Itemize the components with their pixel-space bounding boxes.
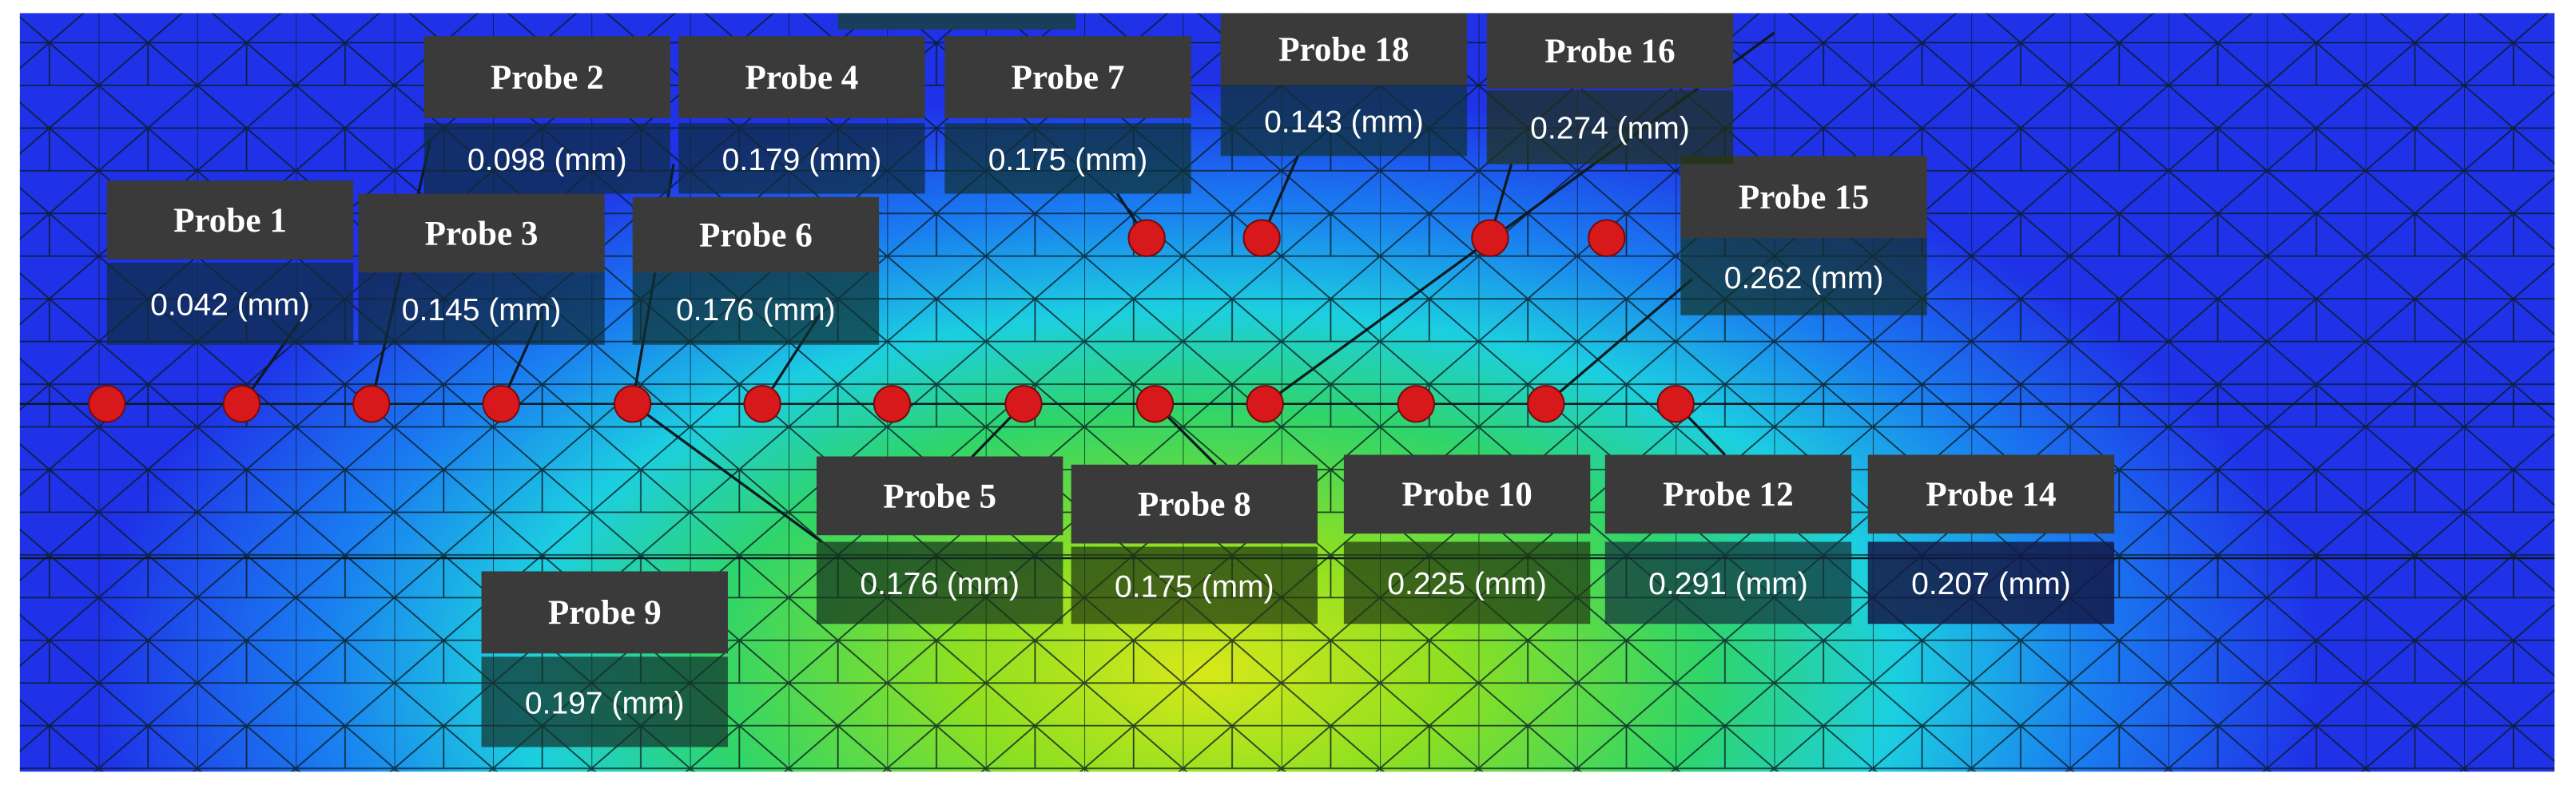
leader-line [631, 402, 823, 543]
probe-name: Probe 5 [883, 478, 996, 515]
probe-title-box [1604, 454, 1852, 534]
probe-value: 0.098 (mm) [467, 143, 627, 177]
probe-value: 0.179 (mm) [722, 143, 882, 177]
probe-point [1397, 385, 1436, 423]
probe-value-box [1343, 541, 1591, 624]
probe-name: Probe 12 [1663, 476, 1793, 513]
probe-title-box [1680, 156, 1927, 239]
probe-value: 0.145 (mm) [402, 293, 562, 327]
probe-value: 0.262 (mm) [1724, 261, 1884, 295]
probe-title-box [423, 36, 670, 119]
probe-value: 0.274 (mm) [1530, 112, 1690, 146]
probe-value: 0.207 (mm) [1911, 567, 2071, 601]
probe-point [743, 385, 781, 423]
probe-value-box [1220, 85, 1468, 157]
probe-point [1656, 385, 1695, 423]
probe-value-box [481, 656, 728, 747]
probe-title-box [106, 180, 354, 260]
probe-value-box [106, 262, 354, 345]
probe-name: Probe 9 [548, 594, 662, 632]
probe-name: Probe 1 [173, 202, 287, 240]
probe-point [1527, 385, 1565, 423]
probe-point [88, 385, 126, 423]
probe-name: Probe 18 [1278, 31, 1409, 69]
probe-title-box [1071, 464, 1318, 544]
probe-value: 0.175 (mm) [988, 143, 1148, 177]
probe-value-box [1486, 90, 1734, 165]
probe-name: Probe 14 [1926, 476, 2056, 513]
probe-name: Probe 6 [699, 216, 813, 254]
probe-point [352, 385, 391, 423]
probe-value: 0.225 (mm) [1387, 567, 1547, 601]
probe-title-box [632, 196, 880, 273]
probe-value-box [1071, 546, 1318, 624]
probe-value: 0.176 (mm) [676, 293, 836, 327]
probe-value: 0.042 (mm) [150, 288, 310, 323]
probe-name: Probe 8 [1138, 486, 1251, 524]
probe-value-box [632, 272, 880, 345]
probe-point [1004, 385, 1043, 423]
probe-name: Probe 7 [1012, 59, 1125, 97]
probe-point [1588, 219, 1626, 257]
probe-point [614, 385, 652, 423]
probe-point [1471, 219, 1509, 257]
probe-name: Probe 3 [425, 215, 539, 252]
probe-title-box [1486, 13, 1734, 89]
partial-box [837, 13, 1076, 30]
probe-title-box [358, 193, 605, 273]
probe-title-box [678, 36, 925, 119]
leader-line [1544, 278, 1693, 406]
probe-point [482, 385, 520, 423]
probe-value: 0.143 (mm) [1264, 105, 1424, 140]
probe-value-box [1680, 238, 1927, 315]
probe-name: Probe 4 [745, 59, 859, 97]
probe-title-box [1343, 454, 1591, 534]
probe-point [1242, 219, 1281, 257]
probe-value: 0.291 (mm) [1648, 567, 1808, 601]
probe-title-box [1220, 13, 1468, 85]
probe-point [1135, 385, 1175, 423]
probe-value-box [423, 123, 670, 194]
probe-name: Probe 2 [491, 59, 604, 97]
probe-value-box [816, 541, 1063, 624]
probe-value-box [1867, 541, 2115, 624]
probe-point [1246, 385, 1284, 423]
probe-title-box [944, 36, 1191, 119]
probe-point [222, 385, 261, 423]
probe-title-box [816, 456, 1063, 536]
probe-value-box [678, 123, 925, 194]
probe-title-box [1867, 454, 2115, 534]
probe-value: 0.197 (mm) [525, 686, 685, 720]
probe-value-box [1604, 541, 1852, 624]
probe-value-box [358, 272, 605, 345]
probe-point [873, 385, 912, 423]
probe-value-box [944, 123, 1191, 194]
probe-title-box [481, 571, 728, 654]
probe-point [1127, 219, 1166, 257]
probe-value: 0.175 (mm) [1115, 569, 1274, 604]
probe-name: Probe 15 [1739, 179, 1869, 216]
probe-name: Probe 10 [1401, 476, 1532, 513]
probe-value: 0.176 (mm) [860, 567, 1020, 601]
probe-name: Probe 16 [1544, 33, 1675, 70]
